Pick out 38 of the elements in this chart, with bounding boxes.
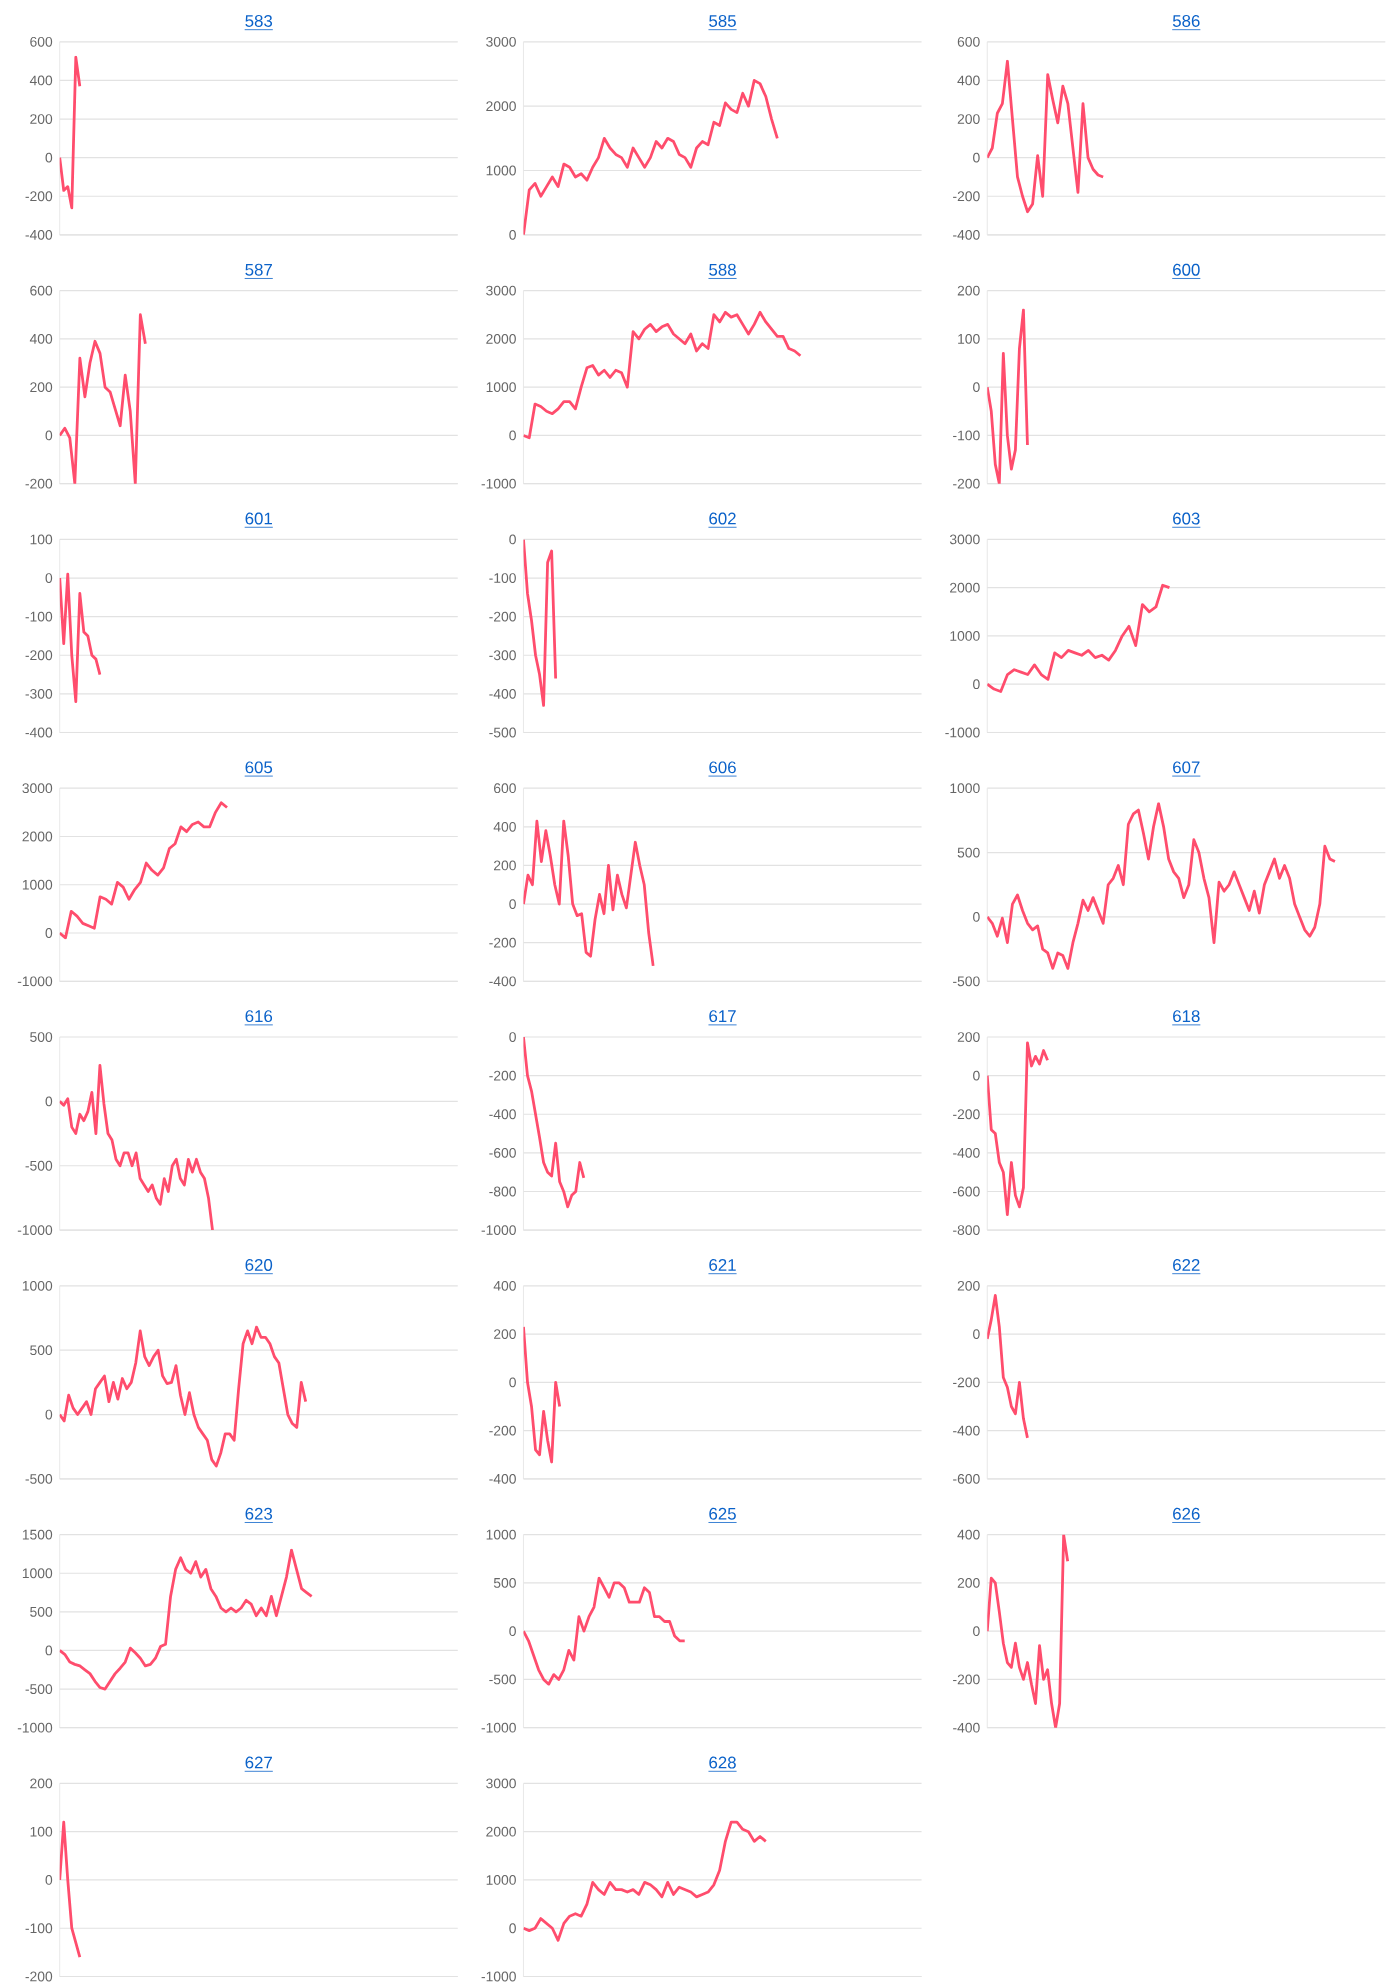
chart-title: 583 xyxy=(245,14,273,27)
line-series xyxy=(60,1325,308,1468)
chart-title: 606 xyxy=(709,761,737,774)
chart-title: 607 xyxy=(1173,761,1200,774)
line-series xyxy=(60,55,82,210)
chart-title: 585 xyxy=(709,14,737,27)
chart-title: 603 xyxy=(1173,512,1200,525)
chart-title: 586 xyxy=(1173,14,1200,27)
line-series xyxy=(987,802,1337,970)
line-series xyxy=(60,801,229,940)
chart-title: 620 xyxy=(245,1258,273,1271)
line-series xyxy=(987,583,1172,693)
chart-title: 618 xyxy=(1173,1010,1200,1023)
chart-title: 588 xyxy=(709,263,737,276)
chart-title: 602 xyxy=(709,512,737,525)
chart-title: 622 xyxy=(1173,1258,1200,1271)
line-series xyxy=(60,572,102,703)
chart-title: 616 xyxy=(245,1010,273,1023)
line-series xyxy=(523,539,558,707)
line-series xyxy=(987,1041,1050,1217)
line-series xyxy=(987,1294,1030,1440)
chart-title: 626 xyxy=(1173,1507,1200,1520)
chart-title: 605 xyxy=(245,761,273,774)
line-series xyxy=(60,1063,215,1231)
line-series xyxy=(60,313,148,484)
chart-title: 621 xyxy=(709,1258,737,1271)
chart-title: 601 xyxy=(245,512,273,525)
line-series xyxy=(987,308,1030,484)
line-series xyxy=(523,79,780,235)
chart-title: 627 xyxy=(245,1756,273,1769)
chart-title: 600 xyxy=(1173,263,1201,276)
chart-title: 623 xyxy=(245,1507,273,1520)
chart-title: 625 xyxy=(709,1507,737,1520)
chart-title: 617 xyxy=(709,1010,737,1023)
line-series xyxy=(523,819,655,968)
line-series xyxy=(523,1325,562,1464)
chart-title: 628 xyxy=(709,1756,737,1769)
chart-title: 587 xyxy=(245,263,273,276)
